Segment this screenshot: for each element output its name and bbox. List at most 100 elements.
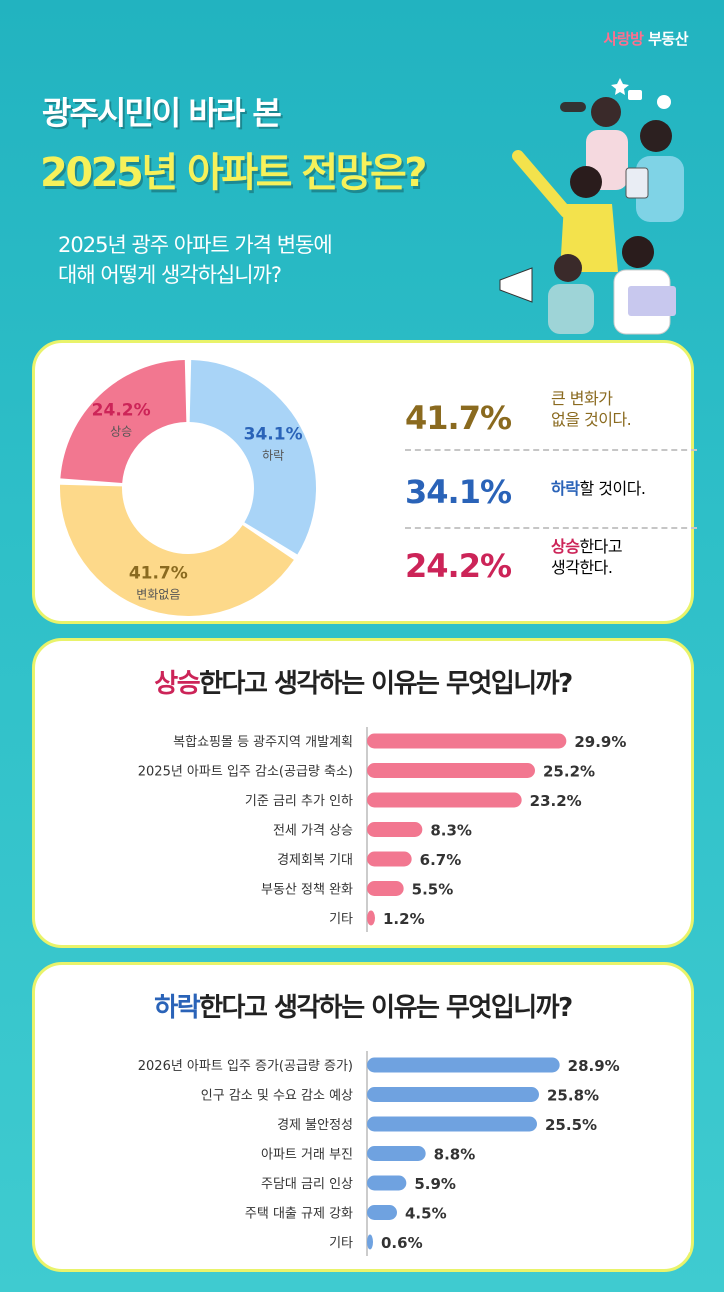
mail-icon [628, 90, 642, 100]
rise-value-label-0: 29.9% [574, 733, 626, 751]
summary-desc-fall: 하락할 것이다. [551, 479, 646, 500]
fall-value-label-0: 28.9% [568, 1057, 620, 1075]
donut-label-pct-2: 24.2% [92, 401, 151, 421]
summary-desc-line2: 없을 것이다. [551, 409, 632, 429]
rise-bar-6 [367, 910, 375, 926]
fall-value-label-4: 5.9% [414, 1175, 456, 1193]
donut-label-pct-0: 34.1% [244, 425, 303, 445]
fall-bar-chart: 2026년 아파트 입주 증가(공급량 증가) 28.9% 인구 감소 및 수요 감… [138, 1051, 620, 1256]
brand-part1: 사랑방 [603, 30, 644, 48]
rise-category-label-1: 2025년 아파트 입주 감소(공급량 축소) [138, 765, 353, 780]
fall-value-label-1: 25.8% [547, 1087, 599, 1105]
sparkle-icon [611, 78, 629, 95]
rise-value-label-2: 23.2% [530, 792, 582, 810]
fall-bar-2 [367, 1116, 537, 1132]
rise-value-label-6: 1.2% [383, 910, 425, 928]
person4-head [554, 254, 582, 282]
fall-title-rest: 한다고 생각하는 이유는 무엇입니까? [199, 993, 573, 1023]
watermark: 뉴시스 [610, 1226, 691, 1261]
fall-value-label-5: 4.5% [405, 1205, 447, 1223]
fall-bar-6 [367, 1234, 373, 1250]
rise-bar-5 [367, 881, 404, 896]
fall-category-label-6: 기타 [329, 1236, 353, 1251]
rise-bar-3 [367, 822, 423, 837]
summary-pct-rise: 24.2% [405, 547, 512, 585]
fall-section-title: 하락한다고 생각하는 이유는 무엇입니까? [35, 987, 691, 1024]
rise-category-label-0: 복합쇼핑몰 등 광주지역 개발계획 [173, 735, 353, 750]
donut-label-name-0: 하락 [262, 449, 284, 463]
summary-divider [405, 527, 697, 529]
rise-category-label-6: 기타 [329, 912, 353, 927]
person3-arm [512, 150, 572, 218]
summary-desc-bold: 상승 [551, 537, 580, 556]
donut-slice-2 [60, 360, 187, 484]
rise-bar-0 [367, 733, 567, 749]
fall-value-label-3: 8.8% [434, 1146, 476, 1164]
rise-value-label-3: 8.3% [430, 822, 472, 840]
laptop-icon [628, 286, 676, 316]
summary-desc-line2: 생각한다. [551, 557, 613, 577]
person3-body [560, 204, 618, 272]
summary-row-no-change: 41.7% 큰 변화가 없을 것이다. [405, 389, 685, 459]
fall-bar-5 [367, 1205, 397, 1220]
megaphone-icon [499, 267, 533, 303]
question-line1: 2025년 광주 아파트 가격 변동에 [58, 233, 333, 257]
fall-category-label-1: 인구 감소 및 수요 감소 예상 [201, 1089, 353, 1104]
fall-category-label-4: 주담대 금리 인상 [261, 1177, 353, 1192]
rise-category-label-2: 기준 금리 추가 인하 [245, 794, 353, 809]
summary-divider [405, 449, 697, 451]
rise-title-rest: 한다고 생각하는 이유는 무엇입니까? [199, 669, 573, 699]
fall-bar-1 [367, 1087, 539, 1102]
fall-bar-3 [367, 1146, 426, 1161]
rise-title-highlight: 상승 [154, 669, 200, 699]
rise-bar-chart: 복합쇼핑몰 등 광주지역 개발계획 29.9% 2025년 아파트 입주 감소(공급… [138, 727, 626, 932]
tablet-icon [625, 167, 649, 199]
summary-row-rise: 24.2% 상승한다고 생각한다. [405, 537, 685, 607]
summary-row-fall: 34.1% 하락할 것이다. [405, 463, 685, 533]
brand-part2: 부동산 [643, 30, 688, 48]
fall-bar-4 [367, 1175, 407, 1191]
summary-desc-rest: 할 것이다. [579, 479, 646, 498]
donut-chart: 34.1% 하락 41.7% 변화없음 24.2% 상승 [60, 360, 316, 616]
summary-desc-rise: 상승한다고 생각한다. [551, 537, 623, 579]
rise-value-label-5: 5.5% [412, 881, 454, 899]
fall-category-label-3: 아파트 거래 부진 [261, 1148, 353, 1163]
donut-slice-0 [189, 360, 316, 555]
rise-category-label-4: 경제회복 기대 [277, 853, 353, 868]
fall-title-highlight: 하락 [154, 993, 200, 1023]
rise-value-label-4: 6.7% [420, 851, 462, 869]
rise-reasons-card: 상승한다고 생각하는 이유는 무엇입니까? 복합쇼핑몰 등 광주지역 개발계획 2… [32, 638, 694, 948]
donut-label-name-1: 변화없음 [136, 587, 180, 601]
summary-pct-no-change: 41.7% [405, 399, 512, 437]
fall-value-label-6: 0.6% [381, 1234, 423, 1252]
people-illustration [499, 78, 684, 335]
fall-category-label-5: 주택 대출 규제 강화 [245, 1207, 353, 1222]
donut-label-name-2: 상승 [110, 425, 132, 439]
fall-bar-0 [367, 1057, 560, 1073]
rise-category-label-5: 부동산 정책 완화 [261, 883, 353, 898]
fall-category-label-0: 2026년 아파트 입주 증가(공급량 증가) [138, 1059, 353, 1074]
title-line1: 광주시민이 바라 본 [42, 94, 282, 132]
brand-logo: 사랑방 부동산 [603, 28, 688, 49]
summary-desc-line1: 큰 변화가 [551, 389, 613, 408]
person4-body [548, 284, 594, 334]
donut-slice-1 [60, 484, 294, 616]
summary-desc-no-change: 큰 변화가 없을 것이다. [551, 389, 632, 431]
person3-head [570, 166, 602, 198]
title-line2: 2025년 아파트 전망은? [40, 150, 427, 196]
summary-desc-bold: 하락 [551, 479, 580, 498]
fall-reasons-card: 하락한다고 생각하는 이유는 무엇입니까? 2026년 아파트 입주 증가(공급… [32, 962, 694, 1272]
person2-head [640, 120, 672, 152]
summary-pct-fall: 34.1% [405, 473, 512, 511]
info-bubble-icon [657, 95, 671, 109]
donut-label-pct-1: 41.7% [129, 563, 188, 583]
rise-bar-4 [367, 851, 412, 867]
rise-bar-1 [367, 763, 535, 778]
binoculars-icon [560, 102, 586, 112]
question-line2: 대해 어떻게 생각하십니까? [58, 263, 282, 288]
rise-section-title: 상승한다고 생각하는 이유는 무엇입니까? [35, 663, 691, 700]
survey-question: 2025년 광주 아파트 가격 변동에 대해 어떻게 생각하십니까? [58, 230, 458, 291]
outlook-card: 34.1% 하락 41.7% 변화없음 24.2% 상승 41.7% 큰 변화가 없을 것… [32, 340, 697, 624]
fall-category-label-2: 경제 불안정성 [277, 1118, 353, 1133]
person5-head [622, 236, 654, 268]
